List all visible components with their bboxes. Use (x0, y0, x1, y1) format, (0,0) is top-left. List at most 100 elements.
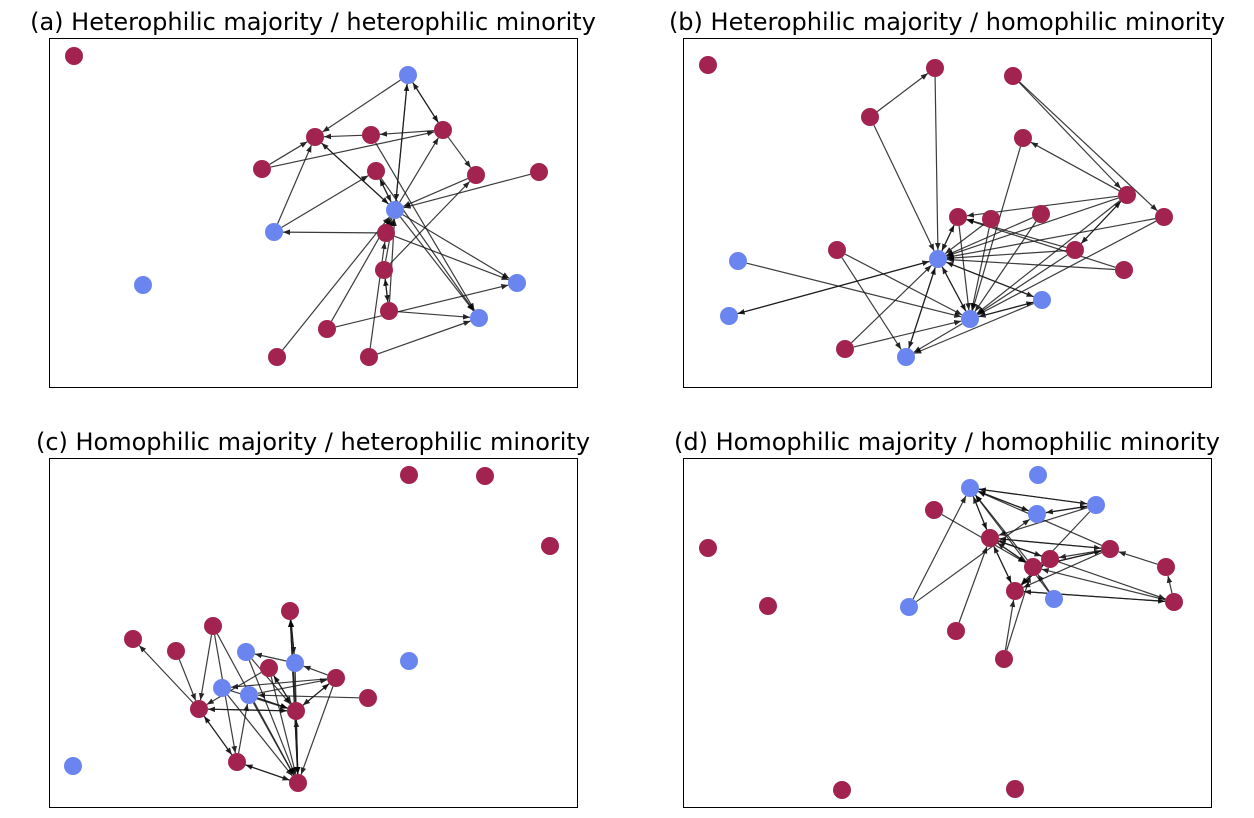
panel-b-edge (841, 257, 902, 350)
panel-b-node-minority (720, 307, 738, 325)
panel-d-node-majority (925, 501, 943, 519)
panel-c-edge (252, 702, 295, 776)
panel-c-node-majority (289, 774, 307, 792)
panel-a-node-majority (268, 348, 286, 366)
panel-c-node-majority (228, 753, 246, 771)
panel-b-node-majority (699, 56, 717, 74)
panel-c-nodes (64, 466, 559, 792)
panel-d-node-majority (1157, 558, 1175, 576)
panel-d-edge (1045, 504, 1088, 514)
panel-d-edge (978, 490, 1029, 512)
panel-a-edge (402, 214, 510, 279)
panel-a: (a) Heterophilic majority / heterophilic… (30, 8, 596, 388)
panel-c-node-majority (204, 617, 222, 635)
panel-d-edge (958, 546, 988, 623)
panel-a-title: (a) Heterophilic majority / heterophilic… (30, 8, 596, 36)
panel-d: (d) Homophilic majority / homophilic min… (674, 428, 1220, 808)
panel-a-edge (377, 320, 471, 355)
panel-b-edge (977, 220, 1157, 316)
panel-a-frame (49, 38, 578, 388)
panel-c-edge (207, 707, 288, 714)
panel-a-nodes (65, 47, 548, 366)
panel-b: (b) Heterophilic majority / homophilic m… (669, 8, 1225, 388)
panel-c-edge (245, 764, 290, 781)
panel-b-node-majority (1014, 129, 1032, 147)
panel-b-edge (1030, 141, 1120, 192)
panel-d-edge (1118, 551, 1158, 565)
panel-b-node-majority (861, 108, 879, 126)
panel-b-node-minority (897, 348, 915, 366)
panel-b-edge (913, 323, 963, 353)
panel-d-node-majority (995, 650, 1013, 668)
panel-c-edge (178, 659, 197, 701)
panel-b-edge (977, 254, 1068, 315)
panel-c-node-minority (64, 757, 82, 775)
panel-a-edge (282, 216, 390, 351)
panel-c-edge (302, 683, 330, 706)
panel-a-edge (389, 181, 471, 264)
panel-d-edge (915, 518, 1031, 603)
panel-d-node-majority (947, 622, 965, 640)
panel-b-edge (970, 227, 990, 311)
panel-b-node-majority (836, 340, 854, 358)
panel-b-edge (746, 262, 962, 318)
panel-a-edge (383, 278, 389, 303)
panel-b-node-minority (961, 310, 979, 328)
panel-c-edges (138, 619, 360, 781)
panel-a-edge (270, 130, 435, 168)
panel-b-edge (853, 320, 962, 348)
panel-b-edge (941, 224, 955, 252)
panel-b-node-majority (1118, 186, 1136, 204)
panel-b-edge (1019, 81, 1158, 212)
panel-b-edge (844, 253, 963, 316)
panel-c-edge (238, 703, 249, 754)
panel-c-node-majority (476, 467, 494, 485)
panel-d-edge (1037, 574, 1050, 592)
panel-d-edge (993, 545, 1012, 584)
panel-c-edge (254, 652, 287, 662)
panel-d-node-majority (1165, 593, 1183, 611)
panel-c-node-minority (213, 679, 231, 697)
panel-d-node-majority (1024, 558, 1042, 576)
panel-b-edge (946, 257, 1116, 271)
panel-c-edge (206, 671, 262, 706)
panel-b-node-minority (729, 252, 747, 270)
panel-d-node-minority (900, 598, 918, 616)
panel-d-edge (1166, 575, 1173, 594)
panel-b-node-majority (1115, 261, 1133, 279)
panel-d-edge (974, 494, 1050, 593)
panel-b-edge (946, 250, 1067, 261)
panel-b-edge (958, 225, 971, 311)
panel-a-node-majority (362, 126, 380, 144)
panel-b-node-majority (828, 241, 846, 259)
panel-a-edge (400, 216, 474, 312)
panel-a-node-minority (386, 201, 404, 219)
panel-a-edge (282, 229, 378, 235)
panel-a-node-minority (508, 274, 526, 292)
panel-c-edge (257, 697, 288, 709)
panel-b-node-majority (1032, 205, 1050, 223)
panel-d-edge (1004, 599, 1016, 651)
panel-c: (c) Homophilic majority / heterophilic m… (36, 428, 590, 808)
panel-b-edge (737, 260, 930, 315)
panel-b-edge (934, 76, 941, 251)
panel-c-node-majority (124, 630, 142, 648)
panel-b-node-minority (1033, 291, 1051, 309)
panel-b-node-majority (1004, 67, 1022, 85)
panel-b-edge (851, 264, 932, 344)
panel-c-node-majority (287, 702, 305, 720)
panel-c-edge (203, 715, 233, 756)
panel-c-node-minority (237, 643, 255, 661)
panel-b-edge (941, 266, 967, 312)
panel-d-title: (d) Homophilic majority / homophilic min… (674, 428, 1220, 456)
panel-b-edge (1018, 82, 1122, 189)
panel-d-node-majority (1101, 540, 1119, 558)
panel-c-edge (198, 634, 213, 701)
panel-d-edge (912, 495, 967, 600)
panel-d-node-minority (1045, 590, 1063, 608)
panel-a-edge (322, 79, 401, 133)
panel-b-edge (914, 302, 1034, 355)
panel-b-edge (876, 72, 929, 113)
panel-a-node-minority (399, 66, 417, 84)
panel-d-frame (683, 458, 1212, 808)
